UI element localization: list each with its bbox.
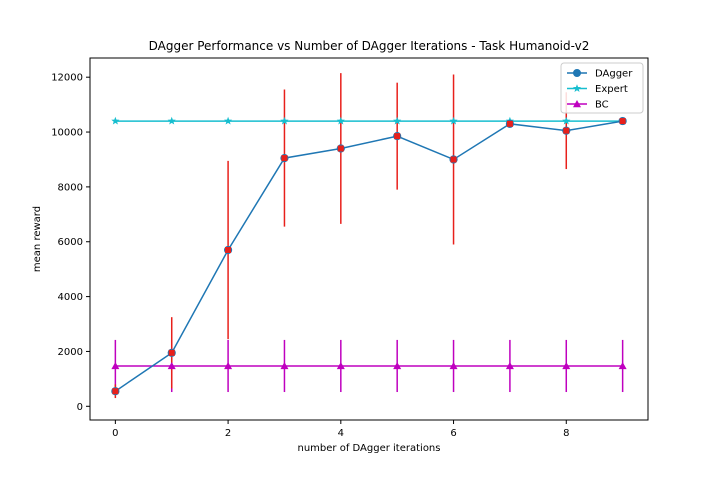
y-tick-label: 6000 <box>58 237 83 248</box>
expert-point <box>167 116 176 125</box>
expert-point <box>393 116 402 125</box>
bc-point <box>505 361 514 370</box>
y-axis-label: mean reward <box>32 206 43 272</box>
dagger-error-marker <box>168 349 175 356</box>
legend-item: DAgger <box>567 69 633 80</box>
legend-marker <box>573 69 581 77</box>
bc-point <box>562 361 571 370</box>
legend-marker <box>572 84 582 92</box>
x-tick-label: 8 <box>563 428 569 439</box>
x-axis-label: number of DAgger iterations <box>298 443 441 454</box>
legend-label: BC <box>595 100 609 111</box>
bc-point <box>618 361 627 370</box>
series-bc <box>111 361 627 370</box>
bc-point <box>280 361 289 370</box>
legend-marker <box>573 100 581 108</box>
x-tick-label: 4 <box>338 428 344 439</box>
dagger-error-marker <box>281 155 288 162</box>
y-tick-label: 4000 <box>58 292 83 303</box>
legend-item: Expert <box>567 84 628 95</box>
bc-point <box>336 361 345 370</box>
x-axis: 0 2 4 6 8 <box>112 420 569 439</box>
expert-point <box>449 116 458 125</box>
expert-point <box>562 116 571 125</box>
x-tick-label: 0 <box>112 428 118 439</box>
expert-point <box>224 116 233 125</box>
expert-point <box>336 116 345 125</box>
dagger-error-marker <box>394 133 401 140</box>
x-tick-label: 6 <box>450 428 456 439</box>
expert-point <box>280 116 289 125</box>
dagger-error-marker <box>619 118 626 125</box>
x-tick-label: 2 <box>225 428 231 439</box>
legend-label: Expert <box>595 84 628 95</box>
y-tick-label: 0 <box>77 402 83 413</box>
y-tick-label: 12000 <box>51 73 83 84</box>
dagger-error-marker <box>337 145 344 152</box>
y-tick-label: 2000 <box>58 347 83 358</box>
bc-point <box>393 361 402 370</box>
bc-point <box>449 361 458 370</box>
dagger-error-marker <box>450 156 457 163</box>
dagger-error-marker <box>563 127 570 134</box>
y-axis: 0 2000 4000 6000 8000 10000 12000 <box>51 73 90 413</box>
plot-area <box>111 73 627 399</box>
y-tick-label: 8000 <box>58 182 83 193</box>
expert-point <box>111 116 120 125</box>
dagger-line <box>114 120 623 392</box>
legend-item: BC <box>567 100 609 111</box>
chart-title: DAgger Performance vs Number of DAgger I… <box>149 39 590 53</box>
dagger-error-marker <box>112 388 119 395</box>
legend-box <box>560 62 644 114</box>
series-dagger <box>111 116 627 396</box>
dagger-error-marker <box>506 120 513 127</box>
legend: DAgger Expert BC <box>560 62 644 114</box>
bc-point <box>111 361 120 370</box>
bc-point <box>224 361 233 370</box>
bc-point <box>167 361 176 370</box>
dagger-error-marker <box>225 246 232 253</box>
y-tick-label: 10000 <box>51 128 83 139</box>
axes-frame <box>89 57 649 421</box>
legend-label: DAgger <box>595 69 633 80</box>
